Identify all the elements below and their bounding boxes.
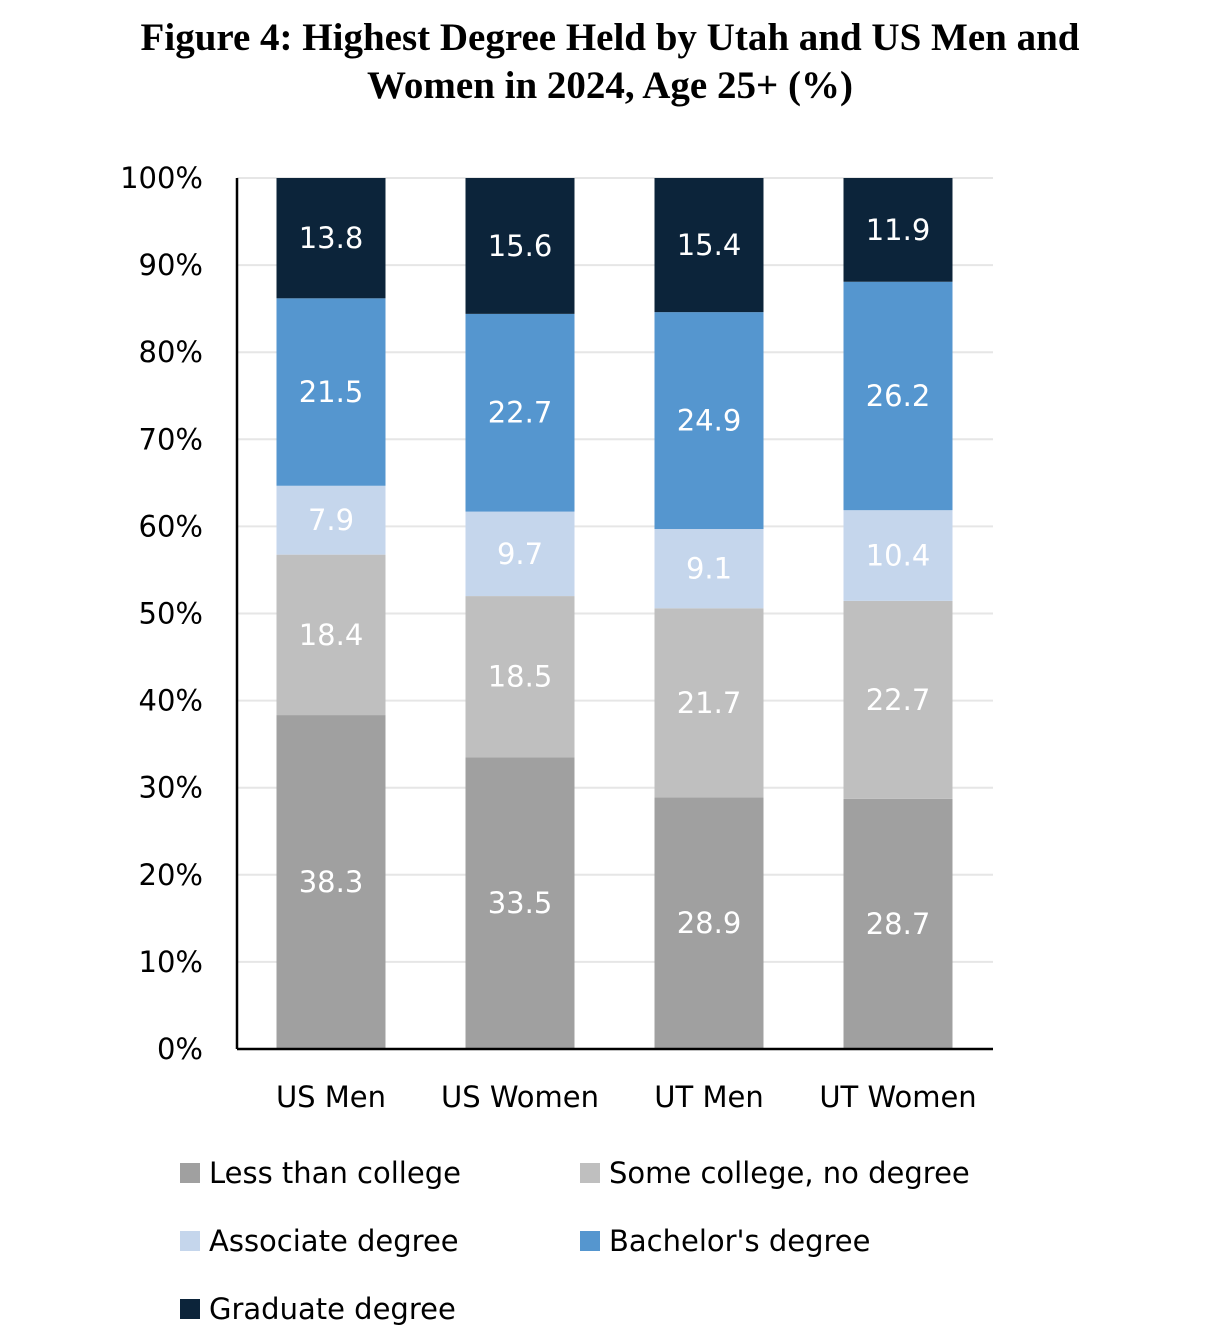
bar-segment	[843, 178, 953, 282]
y-tick-label: 80%	[139, 335, 203, 369]
data-label: 10.4	[866, 539, 931, 573]
bar-segment	[276, 298, 386, 486]
data-label: 9.7	[497, 537, 543, 571]
legend-item: Bachelor's degree	[580, 1218, 980, 1264]
bar-segment	[465, 178, 575, 314]
bar-segment	[843, 600, 953, 799]
bar-segment	[843, 798, 953, 1049]
data-label: 18.5	[488, 660, 553, 694]
bar-segment	[843, 281, 953, 511]
data-label: 11.9	[866, 213, 931, 247]
legend-item: Less than college	[180, 1150, 580, 1196]
bar-segment	[654, 178, 764, 313]
y-tick-label: 30%	[139, 771, 203, 805]
data-label: 18.4	[299, 618, 364, 652]
legend-label: Graduate degree	[209, 1292, 456, 1326]
x-tick-label: US Men	[276, 1080, 386, 1114]
legend-label: Some college, no degree	[609, 1156, 970, 1190]
bars	[276, 178, 953, 1049]
data-label: 9.1	[686, 552, 732, 586]
data-label: 21.5	[299, 375, 364, 409]
data-label: 24.9	[677, 404, 742, 438]
bar-segment	[465, 511, 575, 597]
data-label: 28.7	[866, 907, 931, 941]
bar-segment	[465, 757, 575, 1049]
y-tick-label: 60%	[139, 509, 203, 543]
data-label: 22.7	[488, 396, 553, 430]
bar-segment	[465, 313, 575, 512]
data-label: 38.3	[299, 865, 364, 899]
legend-swatch	[180, 1163, 200, 1183]
bar-segment	[276, 715, 386, 1049]
legend-swatch	[180, 1299, 200, 1319]
bar-segment	[843, 510, 953, 601]
legend-item: Graduate degree	[180, 1286, 580, 1332]
legend-swatch	[580, 1163, 600, 1183]
x-tick-label: US Women	[441, 1080, 599, 1114]
y-tick-label: 90%	[139, 248, 203, 282]
y-tick-label: 0%	[157, 1032, 203, 1066]
legend-label: Bachelor's degree	[609, 1224, 871, 1258]
y-tick-label: 10%	[139, 945, 203, 979]
bar-segment	[276, 554, 386, 716]
bar-segment	[465, 596, 575, 758]
bar-segment	[276, 485, 386, 555]
data-label: 13.8	[299, 221, 364, 255]
data-label: 28.9	[677, 906, 742, 940]
legend-swatch	[580, 1231, 600, 1251]
legend: Less than college Some college, no degree…	[180, 1150, 1060, 1332]
data-label: 26.2	[866, 379, 931, 413]
y-tick-label: 70%	[139, 422, 203, 456]
x-tick-label: UT Men	[654, 1080, 763, 1114]
bar-segment	[654, 797, 764, 1049]
y-tick-label: 50%	[139, 597, 203, 631]
legend-item: Associate degree	[180, 1218, 580, 1264]
bar-segment	[654, 312, 764, 530]
y-tick-label: 100%	[120, 161, 203, 195]
y-tick-label: 40%	[139, 684, 203, 718]
chart-title: Figure 4: Highest Degree Held by Utah an…	[140, 16, 1080, 107]
y-tick-label: 20%	[139, 858, 203, 892]
data-label: 15.6	[488, 229, 553, 263]
bar-segment	[276, 178, 386, 299]
legend-swatch	[180, 1231, 200, 1251]
data-label: 7.9	[308, 503, 354, 537]
x-tick-label: UT Women	[819, 1080, 976, 1114]
legend-item: Some college, no degree	[580, 1150, 980, 1196]
data-label: 33.5	[488, 886, 553, 920]
bar-segment	[654, 608, 764, 798]
legend-label: Associate degree	[209, 1224, 459, 1258]
data-label: 15.4	[677, 228, 742, 262]
bar-segment	[654, 529, 764, 609]
data-labels: 38.3 18.4 7.9 21.5 13.8 33.5 18.5 9.7 22.7 15.6 28…	[299, 213, 931, 941]
data-label: 21.7	[677, 686, 742, 720]
axes: 0% 10% 20% 30% 40% 50% 60% 70% 80% 90% 100% US Men U…	[120, 161, 993, 1114]
data-label: 22.7	[866, 683, 931, 717]
legend-label: Less than college	[209, 1156, 461, 1190]
